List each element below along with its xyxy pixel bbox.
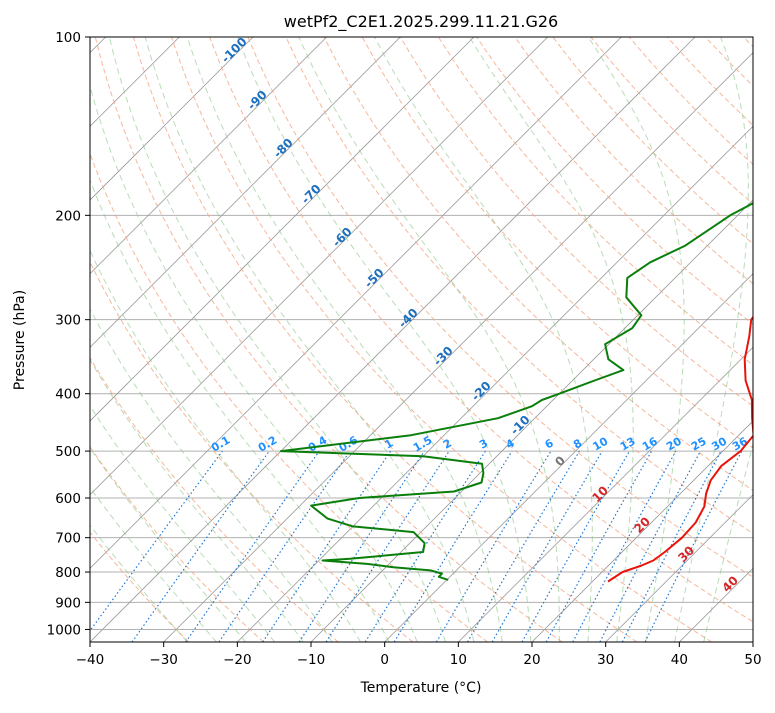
x-tick-label: −20 xyxy=(223,652,252,668)
chart-title: wetPf2_C2E1.2025.299.11.21.G26 xyxy=(284,12,558,32)
x-tick-label: −10 xyxy=(297,652,326,668)
y-tick-label: 800 xyxy=(55,565,81,581)
x-tick-label: 40 xyxy=(671,652,688,668)
y-tick-label: 900 xyxy=(55,595,81,611)
x-axis-label: Temperature (°C) xyxy=(360,680,482,696)
x-tick-label: 20 xyxy=(523,652,540,668)
y-tick-label: 100 xyxy=(55,30,81,46)
y-tick-label: 600 xyxy=(55,491,81,507)
y-tick-label: 1000 xyxy=(47,622,81,638)
x-tick-label: 10 xyxy=(450,652,467,668)
y-tick-label: 400 xyxy=(55,387,81,403)
x-tick-label: 50 xyxy=(744,652,761,668)
y-tick-label: 300 xyxy=(55,313,81,329)
x-tick-label: −40 xyxy=(76,652,105,668)
x-tick-label: −30 xyxy=(149,652,178,668)
y-tick-label: 500 xyxy=(55,444,81,460)
y-axis-label: Pressure (hPa) xyxy=(12,290,28,390)
x-tick-label: 0 xyxy=(380,652,389,668)
x-tick-label: 30 xyxy=(597,652,614,668)
y-tick-label: 200 xyxy=(55,208,81,224)
y-tick-label: 700 xyxy=(55,531,81,547)
